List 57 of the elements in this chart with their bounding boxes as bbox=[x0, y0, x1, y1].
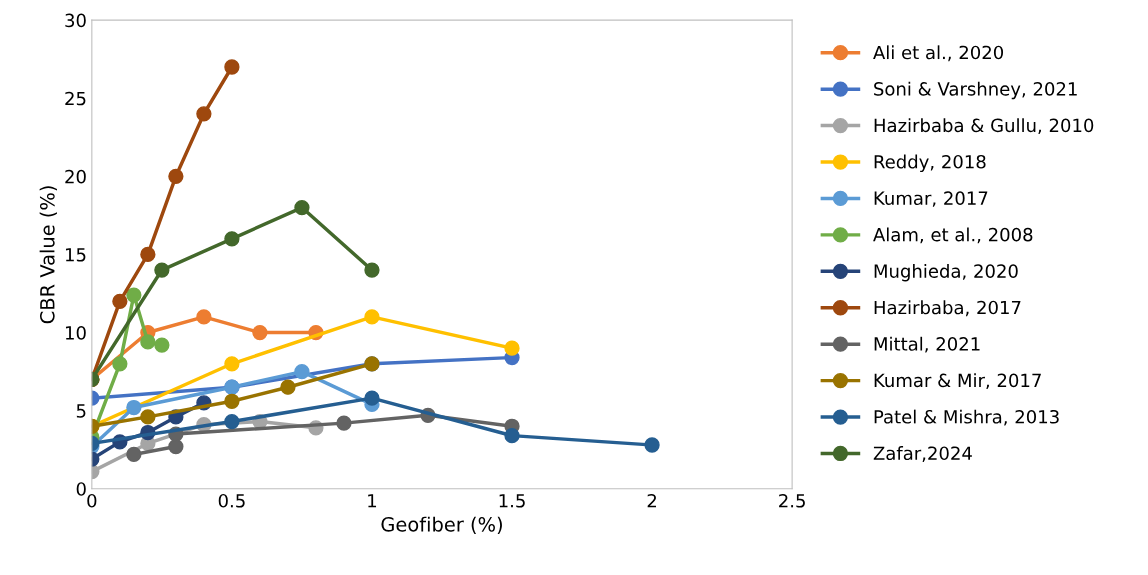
point bbox=[168, 438, 184, 455]
point bbox=[126, 287, 142, 303]
x-tick-label: 0.5 bbox=[218, 493, 245, 508]
point bbox=[140, 334, 156, 350]
legend-label: Kumar & Mir, 2017 bbox=[874, 373, 1041, 390]
point bbox=[224, 59, 240, 75]
y-tick-label: 20 bbox=[65, 169, 86, 184]
point bbox=[252, 324, 268, 341]
point bbox=[294, 363, 310, 380]
point bbox=[168, 168, 184, 184]
point bbox=[504, 427, 520, 444]
point bbox=[364, 309, 380, 325]
y-axis-title: CBR Value (%) bbox=[39, 186, 57, 324]
legend-label: Ali et al., 2020 bbox=[873, 45, 1004, 62]
point bbox=[140, 246, 156, 263]
point bbox=[294, 199, 310, 216]
x-tick-label: 1.5 bbox=[499, 494, 525, 508]
point bbox=[154, 337, 170, 353]
point bbox=[196, 309, 212, 325]
legend-label: Hazirbaba, 2017 bbox=[874, 300, 1021, 317]
legend-label: Kumar, 2017 bbox=[874, 191, 988, 207]
point bbox=[140, 409, 156, 425]
legend-label: Mughieda, 2020 bbox=[874, 263, 1018, 282]
point bbox=[224, 393, 240, 409]
legend-label: Mittal, 2021 bbox=[874, 336, 980, 353]
y-tick-label: 30 bbox=[65, 13, 86, 28]
point bbox=[364, 262, 380, 278]
point bbox=[280, 379, 296, 395]
point bbox=[224, 356, 240, 372]
x-tick-label: 0 bbox=[87, 493, 97, 508]
point bbox=[644, 437, 660, 453]
x-tick-label: 2.5 bbox=[779, 493, 805, 508]
point bbox=[112, 293, 128, 309]
x-axis-title: Geofiber (%) bbox=[381, 516, 502, 534]
point bbox=[336, 415, 352, 431]
y-tick-label: 0 bbox=[76, 482, 86, 496]
y-tick-label: 5 bbox=[76, 404, 86, 418]
point bbox=[112, 356, 128, 372]
legend-label: Hazirbaba & Gullu, 2010 bbox=[874, 118, 1094, 134]
legend-label: Reddy, 2018 bbox=[874, 154, 986, 173]
point bbox=[196, 106, 212, 122]
point bbox=[224, 231, 240, 247]
y-tick-label: 15 bbox=[65, 248, 86, 262]
point bbox=[126, 446, 142, 463]
legend-label: Patel & Mishra, 2013 bbox=[874, 409, 1059, 426]
legend-label: Soni & Varshney, 2021 bbox=[874, 81, 1077, 100]
point bbox=[126, 399, 142, 416]
legend-label: Alam, et al., 2008 bbox=[873, 227, 1033, 244]
y-tick-label: 25 bbox=[65, 91, 86, 106]
point bbox=[364, 390, 380, 406]
x-tick-label: 2 bbox=[647, 493, 656, 508]
legend-label: Zafar,2024 bbox=[873, 446, 972, 462]
point bbox=[224, 413, 240, 430]
x-tick-label: 1 bbox=[368, 494, 377, 508]
point bbox=[504, 340, 520, 356]
y-tick-label: 10 bbox=[65, 326, 86, 340]
point bbox=[154, 262, 170, 278]
